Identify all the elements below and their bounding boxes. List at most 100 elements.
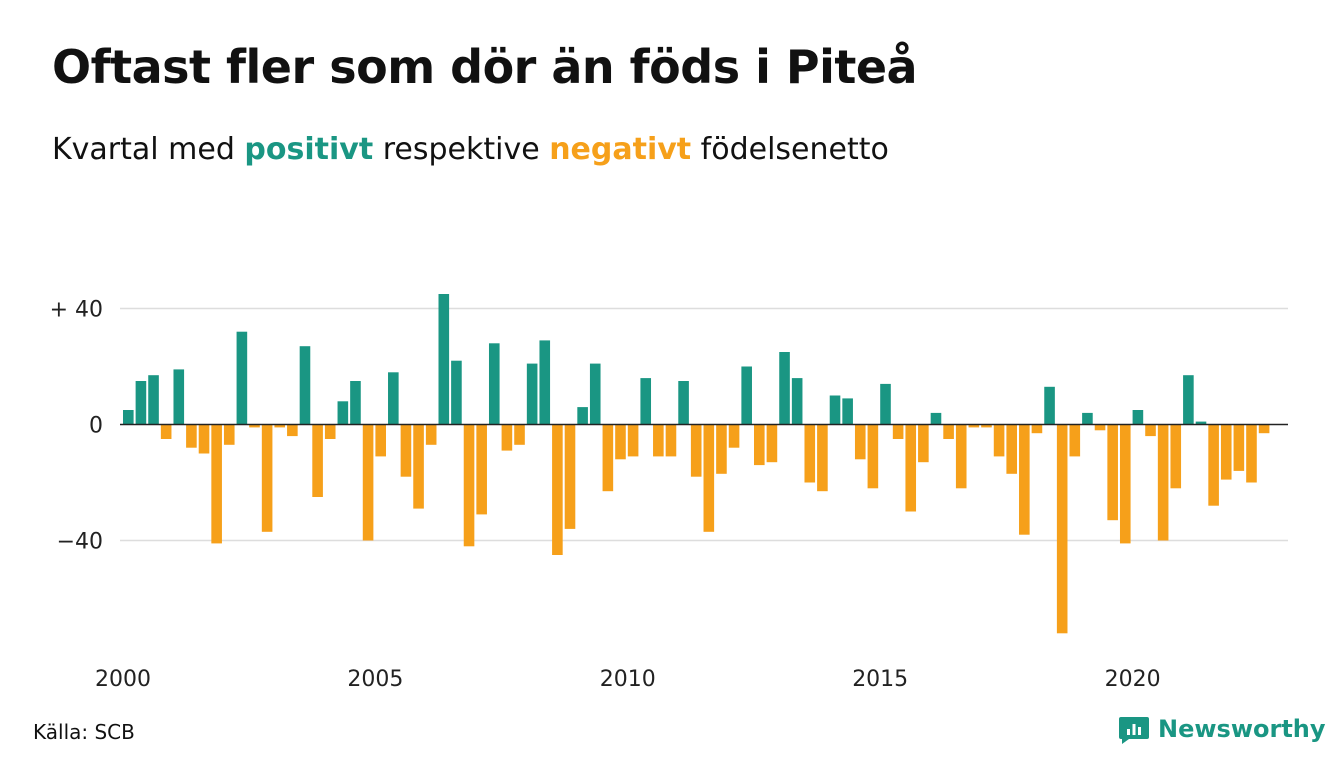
bar <box>337 401 349 425</box>
bar <box>1145 424 1156 437</box>
chart-title: Oftast fler som dör än föds i Piteå <box>52 40 918 94</box>
bar <box>1233 424 1245 471</box>
newsworthy-icon <box>1119 717 1149 744</box>
bar <box>1208 424 1219 506</box>
bar <box>993 424 1005 457</box>
bar <box>1006 424 1017 474</box>
bar <box>1044 386 1055 425</box>
bar <box>867 424 879 489</box>
bar <box>1220 424 1232 480</box>
bar <box>160 424 172 439</box>
bar <box>1107 424 1118 521</box>
bar <box>1094 424 1106 431</box>
bar <box>716 424 727 474</box>
bar <box>779 352 790 425</box>
bar <box>968 424 980 428</box>
bar <box>791 378 803 425</box>
bar <box>678 381 689 425</box>
bar <box>375 424 386 457</box>
bars <box>123 294 1270 634</box>
bar <box>1082 412 1093 425</box>
bar <box>602 424 614 492</box>
bar <box>148 375 159 425</box>
bar <box>892 424 904 439</box>
subtitle-positive-label: positivt <box>244 132 374 167</box>
bar <box>665 424 677 457</box>
bar <box>577 407 588 425</box>
bar <box>1246 424 1257 483</box>
bar <box>211 424 222 544</box>
bar <box>1019 424 1030 535</box>
bar <box>615 424 626 460</box>
x-tick-label: 2015 <box>852 667 908 692</box>
bar <box>981 424 992 428</box>
bar <box>539 340 551 425</box>
bar <box>589 363 601 425</box>
bar <box>198 424 210 454</box>
bar <box>223 424 235 445</box>
bar <box>488 343 500 425</box>
bar <box>173 369 185 425</box>
bar <box>1069 424 1081 457</box>
bar <box>324 424 336 439</box>
bar <box>236 331 248 425</box>
bar <box>817 424 828 492</box>
bar <box>880 383 891 425</box>
bar <box>741 366 752 425</box>
chart-subtitle: Kvartal med positivt respektive negativt… <box>52 132 889 167</box>
bar <box>1183 375 1194 425</box>
x-tick-label: 2005 <box>347 667 403 692</box>
bar <box>804 424 816 483</box>
bar <box>463 424 475 547</box>
bar <box>287 424 298 437</box>
source-label: Källa: SCB <box>33 720 135 744</box>
bar <box>1170 424 1182 489</box>
bar <box>552 424 563 555</box>
bar <box>123 410 134 425</box>
bar <box>653 424 664 457</box>
newsworthy-logo: Newsworthy <box>1118 713 1326 745</box>
bar <box>918 424 929 463</box>
bar <box>930 412 942 425</box>
bar-chart: + 40 0 −40 2000 2005 2010 2015 2020 <box>50 294 1288 692</box>
bar <box>425 424 437 445</box>
bar <box>943 424 954 439</box>
bar <box>1056 424 1068 634</box>
bar <box>766 424 778 463</box>
bar <box>754 424 765 466</box>
bar <box>526 363 538 425</box>
bar <box>728 424 740 448</box>
bar <box>186 424 197 448</box>
bar <box>350 381 361 425</box>
bar <box>1157 424 1169 541</box>
bar <box>388 372 399 425</box>
bar <box>451 360 462 425</box>
bar <box>312 424 323 497</box>
x-tick-label: 2020 <box>1105 667 1161 692</box>
bar <box>627 424 639 457</box>
bar <box>854 424 866 460</box>
bar <box>690 424 702 477</box>
bar <box>413 424 424 509</box>
axes: + 40 0 −40 2000 2005 2010 2015 2020 <box>50 298 1288 692</box>
bar <box>1195 421 1207 425</box>
bar <box>955 424 967 489</box>
bar <box>438 294 450 425</box>
bar <box>274 424 286 428</box>
subtitle-negative-label: negativt <box>549 132 692 167</box>
subtitle-after: födelsenetto <box>691 132 889 167</box>
bar <box>905 424 917 512</box>
bar <box>1031 424 1043 434</box>
subtitle-before: Kvartal med <box>52 132 245 167</box>
bar <box>829 395 841 425</box>
bar <box>299 346 311 425</box>
bar <box>703 424 715 532</box>
bar <box>640 378 652 425</box>
y-tick-label: 0 <box>89 414 103 439</box>
brand-name: Newsworthy <box>1158 715 1326 743</box>
bar <box>476 424 487 515</box>
bar <box>842 398 853 425</box>
bar <box>261 424 273 532</box>
bar <box>249 424 260 428</box>
bar <box>501 424 513 451</box>
